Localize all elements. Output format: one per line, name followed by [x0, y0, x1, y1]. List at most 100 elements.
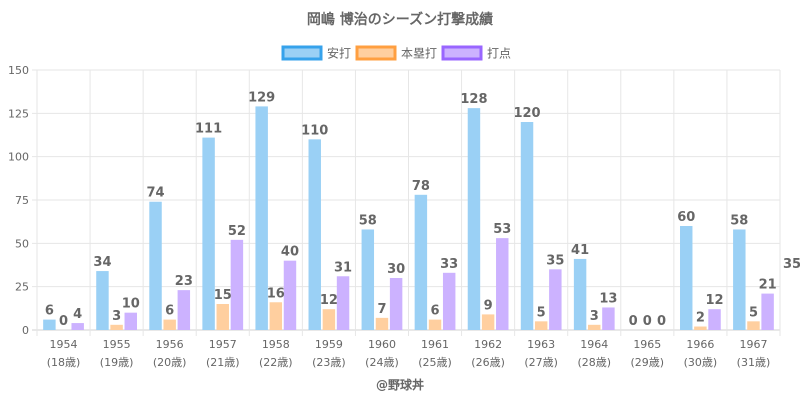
bar: [520, 122, 534, 330]
legend-item[interactable]: 安打: [281, 45, 351, 61]
legend-swatch: [281, 45, 323, 61]
bar: [481, 314, 495, 330]
x-tick-sublabel: (27歳): [524, 356, 558, 369]
y-tick-label: 0: [22, 324, 29, 337]
bar: [467, 108, 481, 330]
data-label: 110: [301, 123, 328, 138]
x-tick-sublabel: (23歳): [312, 356, 346, 369]
x-axis: 1954 (18歳) 1955 (19歳) 1956 (20歳) 1957 (21歳) 1958…: [47, 338, 771, 369]
data-label: 5: [749, 305, 758, 320]
data-label: 35: [546, 253, 564, 268]
data-label: 31: [334, 260, 352, 275]
data-label: 6: [45, 304, 54, 319]
data-label: 0: [629, 314, 638, 329]
data-label: 5: [537, 305, 546, 320]
bar: [255, 106, 268, 331]
bar: [428, 319, 442, 330]
data-label: 21: [759, 278, 777, 293]
x-tick-label: 1955: [103, 338, 131, 351]
data-label: 52: [228, 224, 246, 239]
y-tick-label: 100: [8, 151, 29, 164]
x-tick-label: 1959: [315, 338, 343, 351]
bar: [708, 309, 721, 330]
data-label: 78: [412, 179, 430, 194]
bar: [149, 201, 162, 330]
legend-label: 本塁打: [401, 47, 437, 61]
x-tick-sublabel: (28歳): [577, 356, 611, 369]
data-label: 3: [590, 309, 599, 324]
data-label: 120: [513, 106, 540, 121]
x-tick-label: 1958: [262, 338, 290, 351]
x-tick-label: 1965: [633, 338, 661, 351]
bar: [308, 139, 321, 330]
x-tick-label: 1956: [156, 338, 184, 351]
legend-swatch: [355, 45, 397, 61]
x-tick-sublabel: (21歳): [206, 356, 240, 369]
data-label: 58: [730, 213, 748, 228]
data-label: 16: [267, 286, 285, 301]
legend-label: 安打: [327, 46, 351, 61]
x-tick-sublabel: (19歳): [100, 356, 134, 369]
data-label: 0: [59, 314, 68, 329]
stray-data-label: 35: [783, 257, 800, 272]
x-tick-sublabel: (22歳): [259, 356, 293, 369]
y-tick-label: 75: [15, 194, 29, 207]
bar: [336, 276, 350, 330]
x-tick-sublabel: (20歳): [153, 356, 187, 369]
data-label: 12: [705, 293, 723, 308]
x-tick-label: 1966: [686, 338, 714, 351]
bar: [496, 238, 509, 330]
x-tick-label: 1960: [368, 338, 396, 351]
legend-label: 打点: [487, 47, 511, 61]
bar: [216, 304, 229, 330]
legend-item[interactable]: 打点: [441, 45, 511, 61]
bar: [96, 271, 109, 330]
data-label: 12: [320, 293, 338, 308]
x-tick-label: 1962: [474, 338, 502, 351]
data-label: 40: [281, 245, 299, 260]
bar: [177, 290, 191, 330]
bar: [588, 324, 601, 330]
y-tick-label: 125: [8, 107, 29, 120]
data-label: 53: [493, 222, 511, 237]
bar: [124, 312, 137, 330]
bar: [230, 239, 244, 330]
legend-swatch: [441, 45, 483, 61]
x-tick-label: 1964: [580, 338, 608, 351]
data-label: 74: [146, 186, 164, 201]
bar: [761, 293, 774, 330]
bar: [71, 323, 84, 330]
y-tick-label: 25: [15, 281, 29, 294]
bar: [442, 272, 456, 330]
grid: [32, 69, 781, 336]
bar: [573, 258, 587, 330]
data-label: 33: [440, 257, 458, 272]
bar: [269, 302, 283, 330]
data-label: 34: [93, 255, 111, 270]
bar: [694, 326, 707, 330]
legend-item[interactable]: 本塁打: [355, 45, 437, 61]
x-tick-sublabel: (26歳): [471, 356, 505, 369]
data-label: 4: [73, 307, 82, 322]
bar: [747, 321, 760, 330]
data-label: 0: [643, 314, 652, 329]
x-tick-label: 1963: [527, 338, 555, 351]
legend[interactable]: 安打 本塁打 打点: [281, 45, 511, 61]
x-tick-label: 1957: [209, 338, 237, 351]
data-label: 2: [696, 311, 705, 326]
bar: [375, 317, 389, 330]
x-tick-sublabel: (31歳): [737, 356, 771, 369]
y-tick-label: 50: [15, 237, 29, 250]
x-tick-sublabel: (29歳): [631, 356, 665, 369]
data-label: 129: [248, 90, 275, 105]
bar: [110, 324, 123, 330]
bar: [389, 278, 403, 330]
data-label: 7: [377, 302, 386, 317]
data-label: 3: [112, 309, 121, 324]
data-label: 6: [165, 304, 174, 319]
x-tick-sublabel: (25歳): [418, 356, 452, 369]
y-tick-label: 150: [8, 64, 29, 77]
data-label: 10: [122, 297, 140, 312]
